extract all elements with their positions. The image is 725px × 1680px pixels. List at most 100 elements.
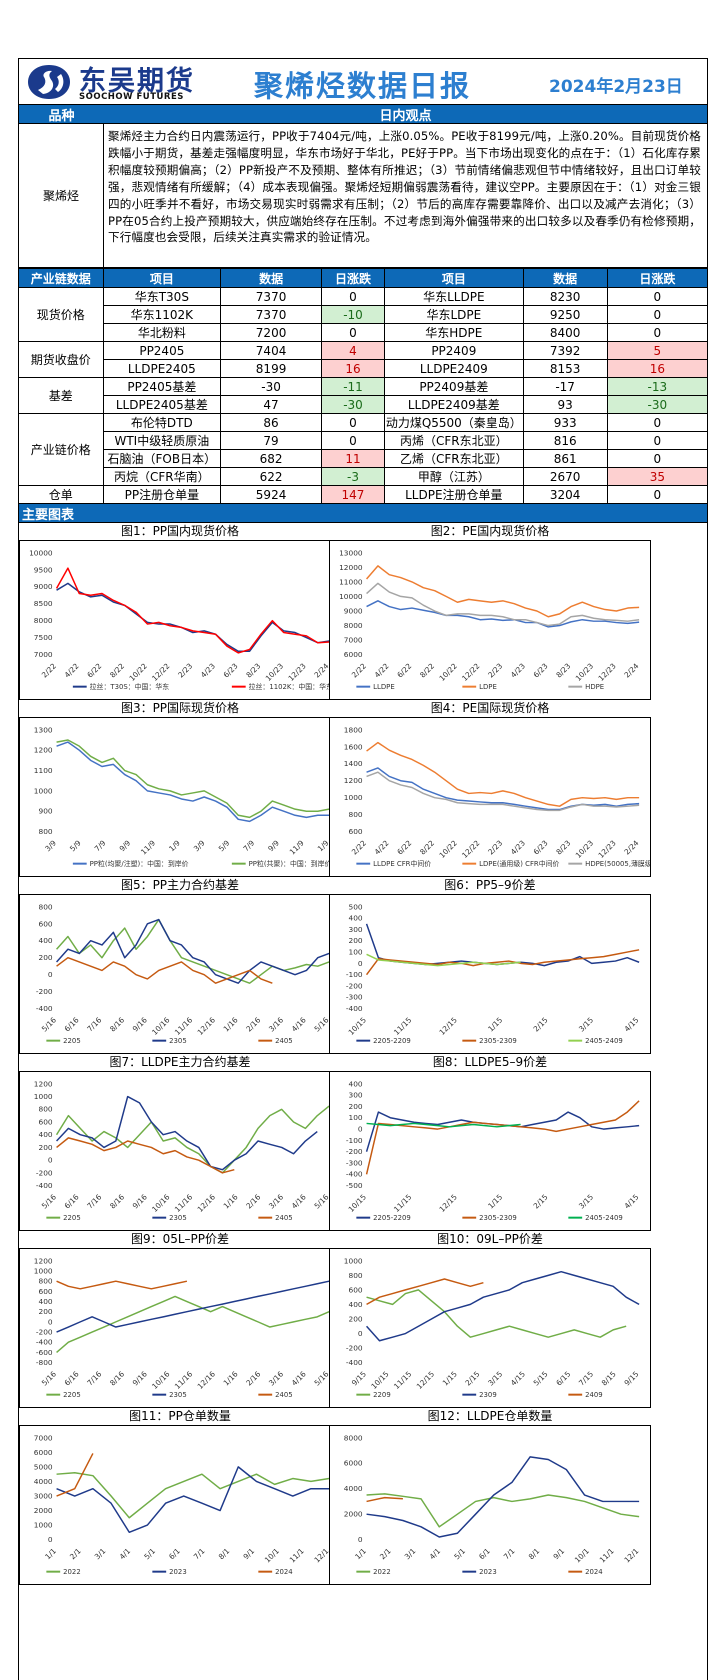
x-tick-label: 10/16 xyxy=(150,1192,172,1214)
x-tick-label: 12/16 xyxy=(196,1192,218,1214)
x-tick-label: 1/15 xyxy=(441,1369,459,1387)
x-tick-label: 2/22 xyxy=(350,661,368,679)
table-cell: 乙烯（CFR东北亚） xyxy=(384,449,524,468)
x-tick-label: 8/23 xyxy=(554,661,572,679)
y-tick-label: 300 xyxy=(349,1091,363,1100)
series-line xyxy=(56,1295,330,1353)
table-cell: PP2409基差 xyxy=(384,377,524,396)
x-tick-label: 4/22 xyxy=(373,661,391,679)
y-tick-label: 100 xyxy=(349,948,363,957)
legend-label: 2305 xyxy=(169,1391,187,1399)
series-line xyxy=(56,1280,330,1333)
y-tick-label: 13000 xyxy=(339,548,363,557)
series-line xyxy=(366,600,640,628)
x-tick-label: 2/15 xyxy=(532,1192,550,1210)
y-tick-label: -300 xyxy=(346,993,363,1002)
viewpoint-bar: 品种 日内观点 xyxy=(19,105,707,124)
x-tick-label: 8/1 xyxy=(527,1546,542,1561)
chart-title: 图8：LLDPE5–9价差 xyxy=(432,1055,548,1069)
x-tick-label: 8/1 xyxy=(217,1546,232,1561)
table-cell: 816 xyxy=(522,431,608,450)
series-line xyxy=(55,1105,330,1174)
x-tick-label: 4/23 xyxy=(509,838,527,856)
x-tick-label: 6/15 xyxy=(554,1369,572,1387)
y-tick-label: 7500 xyxy=(34,633,53,642)
x-tick-label: 12/15 xyxy=(415,1369,437,1391)
change-cell: -30 xyxy=(320,395,386,414)
chart-svg: 0 2000 4000 6000 8000 1/1 2/1 3/1 4/1 5/1 6/1 7/1 8/… xyxy=(344,1433,641,1576)
y-tick-label: 200 xyxy=(349,1102,363,1111)
legend-label: 2405 xyxy=(275,1037,293,1045)
series-line xyxy=(365,1111,640,1152)
x-tick-label: 4/16 xyxy=(290,1192,308,1210)
table-cell: 5924 xyxy=(220,485,322,504)
y-tick-label: 0 xyxy=(48,1535,53,1544)
y-tick-label: 9000 xyxy=(344,606,363,615)
x-tick-label: 6/16 xyxy=(63,1369,81,1387)
y-tick-label: 500 xyxy=(349,902,363,911)
chart-title: 图10：09L–PP价差 xyxy=(437,1232,543,1246)
table-cell: 华东1102K xyxy=(103,305,222,324)
y-tick-label: 1800 xyxy=(344,725,363,734)
x-tick-label: 6/1 xyxy=(477,1546,492,1561)
chart-title: 图9：05L–PP价差 xyxy=(130,1232,230,1246)
y-tick-label: 7000 xyxy=(344,636,363,645)
y-tick-label: 1000 xyxy=(34,1092,53,1101)
y-tick-label: 1000 xyxy=(344,1256,363,1265)
y-tick-label: 200 xyxy=(39,1143,53,1152)
y-tick-label: 8000 xyxy=(344,621,363,630)
x-tick-label: 5/9 xyxy=(68,838,83,853)
y-tick-label: -200 xyxy=(36,987,53,996)
chart-panel: 0 2000 4000 6000 8000 1/1 2/1 3/1 4/1 5/1 6/1 7/1 8/… xyxy=(329,1425,651,1585)
group-label: 产业链价格 xyxy=(19,413,104,486)
series-line xyxy=(56,956,273,984)
chart-svg: 6000 7000 8000 9000 10000 11000 12000 13000 2/22… xyxy=(339,548,641,691)
series-line xyxy=(366,1122,521,1128)
table-cell: PP注册仓单量 xyxy=(102,485,222,504)
y-tick-label: -200 xyxy=(346,981,363,990)
table-body: 现货价格 华东T30S 7370 0 华东LLDPE 8230 0 华东1102K 7370 -1… xyxy=(19,287,707,504)
series-line xyxy=(366,1496,403,1503)
x-tick-label: 12/1 xyxy=(312,1546,330,1564)
table-cell: 93 xyxy=(522,395,608,414)
change-cell: 0 xyxy=(606,449,707,468)
table-row: LLDPE2405基差 47 -30 LLDPE2409基差 93 -30 xyxy=(19,395,707,414)
x-tick-label: 5/16 xyxy=(40,1369,58,1387)
table-header-row: 产业链数据 项目 数据 日涨跌 项目 数据 日涨跌 xyxy=(19,268,707,288)
y-tick-label: 10000 xyxy=(339,592,363,601)
x-tick-label: 12/16 xyxy=(196,1015,218,1037)
x-tick-label: 9/1 xyxy=(551,1546,566,1561)
y-tick-label: 800 xyxy=(39,827,53,836)
x-tick-label: 4/1 xyxy=(428,1546,443,1561)
report-title: 聚烯烃数据日报 xyxy=(254,69,472,103)
y-tick-label: -200 xyxy=(36,1168,53,1177)
series-line xyxy=(366,1289,627,1338)
legend-label: 2305 xyxy=(169,1037,187,1045)
x-tick-label: 2/22 xyxy=(40,661,58,679)
x-tick-label: 2/24 xyxy=(312,661,330,679)
series-line xyxy=(56,739,330,819)
table-cell: -17 xyxy=(522,377,608,396)
legend-label: 2409 xyxy=(585,1391,603,1399)
chart-title: 图2：PE国内现货价格 xyxy=(430,524,550,538)
y-tick-label: 900 xyxy=(39,807,53,816)
change-cell: 0 xyxy=(320,431,386,450)
legend-label: HDPE xyxy=(585,683,604,691)
series-line xyxy=(366,1456,640,1538)
legend-label: 2209 xyxy=(373,1391,391,1399)
series-line xyxy=(56,582,330,652)
series-line xyxy=(56,1280,188,1290)
chart-panel: -400 -200 0 200 400 600 800 1000 9/15 10/15 11/15 1… xyxy=(329,1248,651,1408)
y-tick-label: 4000 xyxy=(344,1484,363,1493)
table-cell: 3204 xyxy=(522,485,608,504)
x-tick-label: 4/15 xyxy=(509,1369,527,1387)
x-tick-label: 1/9 xyxy=(167,838,182,853)
change-cell: 35 xyxy=(606,467,707,486)
column-header: 数据 xyxy=(220,268,322,288)
y-tick-label: 2000 xyxy=(344,1510,363,1519)
x-tick-label: 4/22 xyxy=(63,661,81,679)
x-tick-label: 11/15 xyxy=(392,1369,414,1391)
y-tick-label: -400 xyxy=(36,1004,53,1013)
table-cell: 682 xyxy=(220,449,322,468)
